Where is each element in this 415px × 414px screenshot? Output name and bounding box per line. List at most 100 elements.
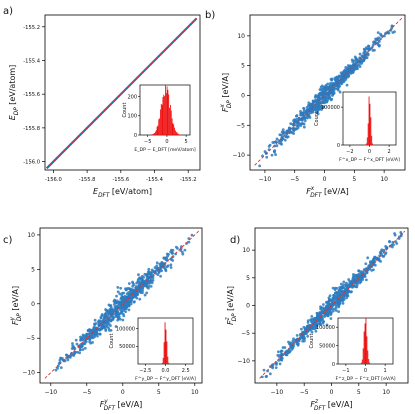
x-axis-label: Fx DFT [eV/A] (306, 186, 349, 199)
data-point (373, 40, 377, 44)
inset-y-axis-label: Count (109, 334, 115, 349)
data-point (140, 277, 144, 280)
inset-x-tick-label: 0 (368, 149, 371, 155)
histogram-bar (156, 126, 158, 135)
histogram-bar (167, 356, 169, 364)
inset-y-tick-label: 200 (127, 94, 137, 100)
inset-y-axis-label: Count (309, 334, 315, 349)
data-point (190, 233, 194, 237)
inset-histogram: −2.5 0.0 2.5 50000 100000 F^y_DP − F^y_DFT [e… (109, 317, 196, 382)
histogram-bar (165, 93, 167, 135)
data-point (86, 336, 89, 340)
data-point (306, 334, 310, 338)
data-point (277, 350, 280, 354)
histogram-bar (367, 123, 369, 145)
data-point (119, 308, 122, 312)
data-point (125, 298, 129, 302)
data-point (114, 312, 118, 316)
x-tick-label: −10 (271, 389, 284, 396)
histogram-bar (163, 94, 165, 135)
histogram-bar (371, 135, 373, 145)
data-point (337, 310, 341, 314)
data-point (139, 291, 142, 294)
data-point (275, 363, 278, 366)
inset-x-tick-label: −1 (342, 368, 349, 374)
data-point (345, 296, 348, 300)
data-point (367, 44, 371, 48)
data-point (328, 294, 332, 298)
data-point (131, 295, 135, 299)
data-point (288, 130, 291, 134)
inset-x-tick-label: −2 (346, 149, 353, 155)
data-point (274, 361, 278, 364)
x-tick-label: 5 (157, 389, 161, 396)
y-tick-label: -155.4 (23, 58, 40, 64)
data-point (295, 333, 299, 337)
data-point (149, 284, 153, 288)
data-point (283, 138, 287, 142)
data-point (274, 366, 278, 370)
data-point (342, 292, 345, 296)
data-point (187, 237, 191, 240)
data-point (314, 329, 318, 333)
data-point (275, 137, 279, 141)
data-point (304, 331, 308, 335)
y-tick-label: -155.2 (23, 25, 40, 31)
x-tick-label: 10 (380, 176, 388, 183)
data-point (134, 294, 138, 297)
histogram-bar (155, 130, 157, 135)
data-point (352, 275, 356, 279)
inset-x-tick-label: −5 (144, 139, 151, 145)
data-point (137, 273, 140, 277)
data-point (332, 293, 335, 297)
inset-y-tick-label: 0 (332, 362, 335, 368)
data-point (102, 318, 105, 322)
histogram-bar (162, 357, 164, 364)
y-tick-label: 0 (31, 301, 35, 308)
data-point (373, 255, 377, 259)
data-point (90, 335, 94, 338)
histogram-bar (167, 89, 169, 135)
data-point (93, 318, 97, 322)
data-point (114, 325, 118, 328)
axes-frame (249, 14, 406, 171)
data-point (362, 58, 366, 62)
data-point (296, 126, 300, 130)
inset-x-tick-label: −2.5 (139, 368, 151, 374)
data-point (399, 231, 403, 234)
x-tick-label: 0 (121, 389, 125, 396)
histogram-bar (160, 109, 161, 135)
data-point (118, 292, 122, 296)
inset-y-axis-label: Count (314, 111, 320, 126)
data-point (174, 252, 178, 256)
data-point (344, 283, 348, 287)
data-point (83, 342, 87, 346)
data-point (296, 342, 300, 346)
data-point (317, 103, 320, 107)
data-point (327, 296, 331, 300)
histogram-bar (168, 362, 170, 364)
data-point (171, 251, 174, 255)
data-point (352, 67, 356, 71)
data-point (121, 306, 125, 310)
histogram-bar (164, 322, 166, 364)
data-point (315, 321, 319, 325)
data-point (285, 353, 289, 357)
histogram-bar (171, 118, 173, 135)
inset-histogram: −2 0 2 0 100000 F^x_DP − F^x_DFT [eV/A] Count (314, 91, 400, 163)
data-point (290, 131, 294, 135)
data-point (358, 52, 362, 56)
data-point (375, 37, 379, 41)
data-point (273, 149, 277, 153)
data-point (335, 87, 339, 91)
x-tick-label: −5 (290, 176, 299, 183)
data-point (98, 328, 102, 332)
data-point (81, 348, 85, 351)
data-point (293, 118, 296, 122)
x-tick-label: 5 (357, 389, 361, 396)
histogram-bar (165, 85, 166, 135)
histogram-bar (369, 362, 371, 364)
data-point (140, 286, 144, 290)
data-point (106, 321, 110, 324)
